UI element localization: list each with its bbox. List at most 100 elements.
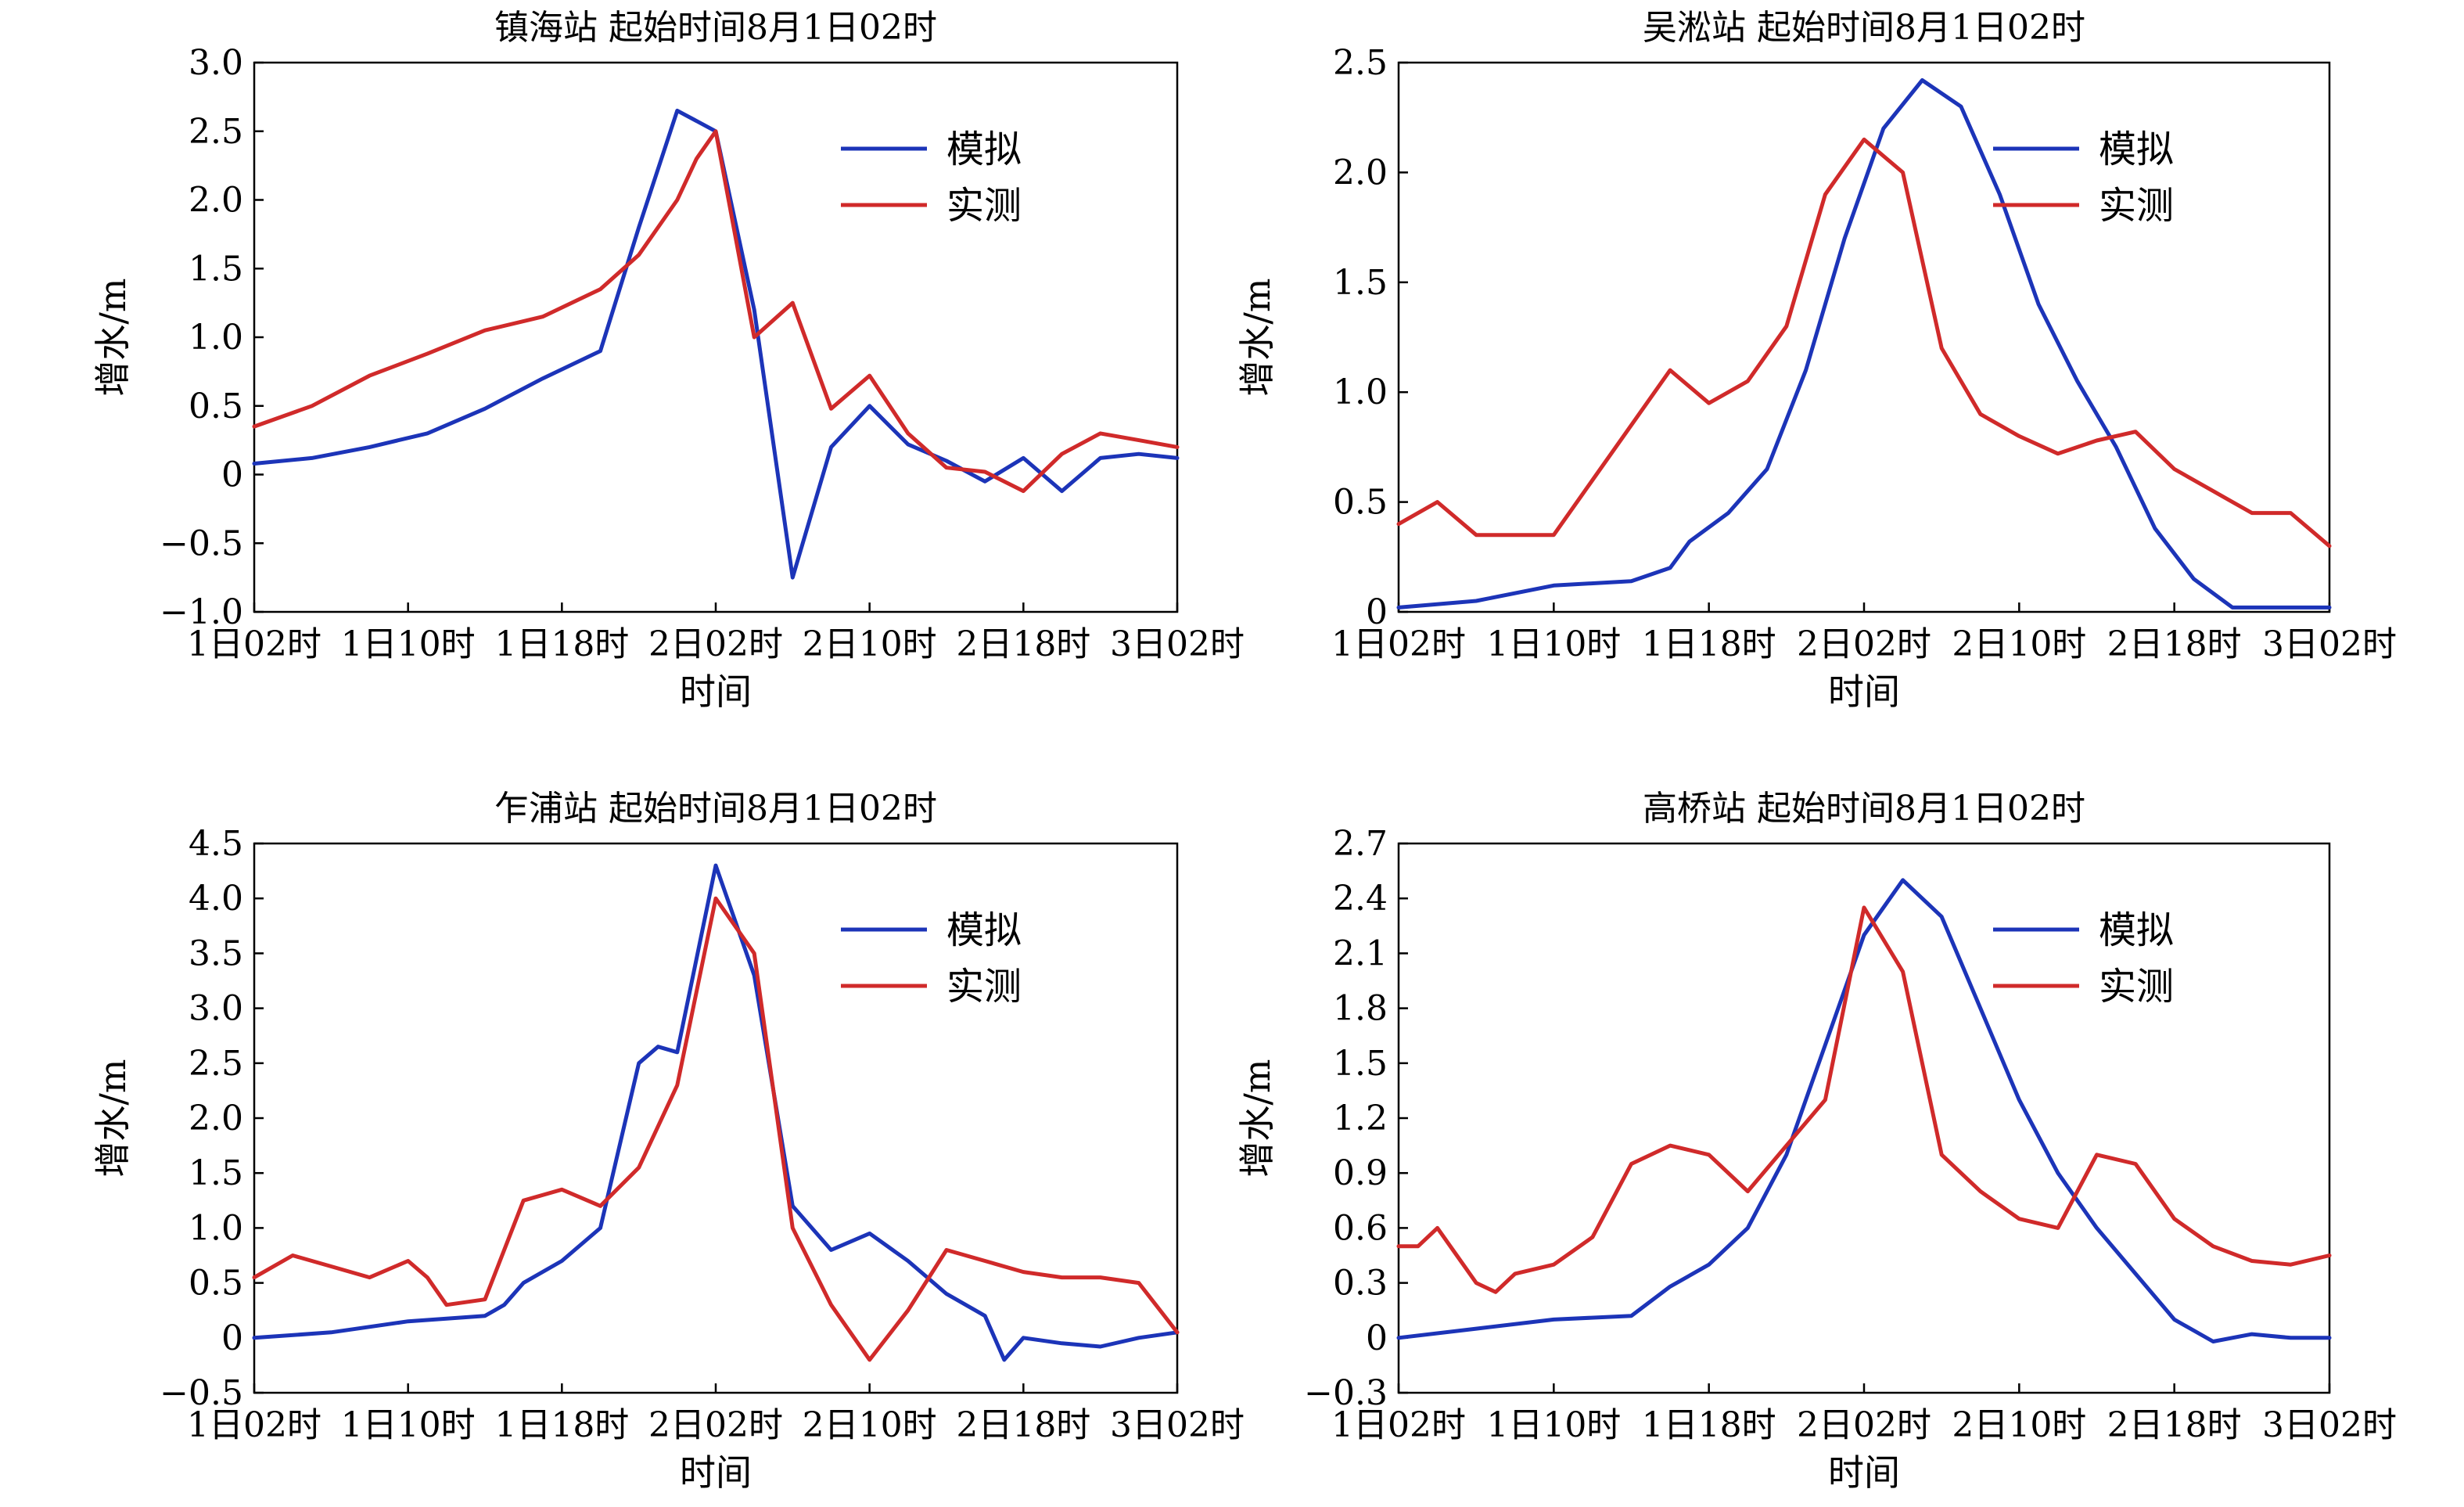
x-axis-label: 时间 xyxy=(1828,671,1900,713)
chart-panel-4: 高桥站 起始时间8月1日02时 2.7 2.4 2.1 1.8 1.5 1.2 0.9 0.6 0… xyxy=(1236,789,2397,1494)
series-line-obs xyxy=(252,896,1180,1362)
y-tick-label: 0 xyxy=(221,455,243,495)
plot-frame xyxy=(253,842,1179,1394)
y-tick-label: 4.5 xyxy=(189,824,243,864)
x-tick-label: 2日10时 xyxy=(803,624,937,664)
y-tick-label: 2.7 xyxy=(1333,824,1388,864)
y-tick-label: 2.5 xyxy=(189,112,243,152)
y-tick-label: 0.6 xyxy=(1333,1208,1388,1248)
chart-panel-1: 镇海站 起始时间8月1日02时 3.0 2.5 2.0 1.5 1.0 0.5 0 −0.5 −1… xyxy=(92,8,1245,713)
legend-label: 实测 xyxy=(2099,965,2174,1009)
x-tick-label: 1日18时 xyxy=(494,1405,629,1445)
x-tick-label: 1日10时 xyxy=(1486,1405,1621,1445)
y-tick-label: 0.5 xyxy=(1333,483,1388,523)
y-tick-label: 1.8 xyxy=(1333,989,1388,1029)
y-tick-label: 3.5 xyxy=(189,933,243,973)
y-tick-label: 0.9 xyxy=(1333,1153,1388,1193)
y-tick-label: 2.5 xyxy=(1333,43,1388,83)
plot-frame xyxy=(253,61,1179,613)
x-tick-label: 2日02时 xyxy=(1797,1405,1931,1445)
y-axis-label: 增水/m xyxy=(92,278,134,396)
y-tick-label: 4.0 xyxy=(189,879,243,919)
y-tick-label: −0.5 xyxy=(160,523,243,563)
y-axis-label: 增水/m xyxy=(1236,1059,1278,1177)
x-tick-label: 2日10时 xyxy=(1952,1405,2086,1445)
y-tick-label: 2.4 xyxy=(1333,879,1388,919)
x-tick-label: 3日02时 xyxy=(2262,624,2397,664)
y-tick-label: 0 xyxy=(1366,592,1388,632)
series-line-obs xyxy=(1396,137,2332,548)
y-tick-label: −0.5 xyxy=(160,1373,243,1413)
x-tick-label: 3日02时 xyxy=(2262,1405,2397,1445)
plot-frame xyxy=(1397,842,2331,1394)
legend-label: 实测 xyxy=(946,184,1022,228)
y-tick-label: 0.5 xyxy=(189,1264,243,1304)
x-tick-label: 1日02时 xyxy=(187,624,321,664)
y-tick-label: 1.5 xyxy=(1333,263,1388,303)
y-tick-label: 0.3 xyxy=(1333,1264,1388,1304)
y-tick-label: 1.0 xyxy=(1333,372,1388,412)
y-tick-label: 2.1 xyxy=(1333,933,1388,973)
x-axis-label: 时间 xyxy=(680,671,752,713)
series-line-obs xyxy=(1396,905,2332,1294)
y-tick-label: 0.5 xyxy=(189,387,243,426)
series-line-sim xyxy=(1396,878,2332,1343)
chart-title: 高桥站 起始时间8月1日02时 xyxy=(1643,789,2085,829)
y-tick-label: −0.3 xyxy=(1304,1373,1388,1413)
y-tick-label: 1.5 xyxy=(189,249,243,289)
legend-label: 模拟 xyxy=(2099,908,2174,952)
legend-label: 实测 xyxy=(946,965,1022,1009)
y-tick-label: −1.0 xyxy=(160,592,243,632)
legend-label: 实测 xyxy=(2099,184,2174,228)
y-tick-label: 2.5 xyxy=(189,1044,243,1084)
y-tick-label: 2.0 xyxy=(189,1099,243,1138)
chart-panel-3: 乍浦站 起始时间8月1日02时 4.5 4.0 3.5 3.0 2.5 2.0 1.5 1.0 0… xyxy=(92,789,1245,1494)
legend-label: 模拟 xyxy=(2099,128,2174,171)
x-tick-label: 2日02时 xyxy=(1797,624,1931,664)
chart-title: 吴淞站 起始时间8月1日02时 xyxy=(1643,8,2085,48)
y-tick-label: 0 xyxy=(1366,1318,1388,1358)
y-tick-label: 1.5 xyxy=(189,1153,243,1193)
x-tick-label: 1日02时 xyxy=(1331,1405,1466,1445)
legend-label: 模拟 xyxy=(946,908,1022,952)
x-tick-label: 2日10时 xyxy=(1952,624,2086,664)
x-tick-label: 3日02时 xyxy=(1110,1405,1245,1445)
x-tick-label: 2日18时 xyxy=(956,1405,1090,1445)
x-tick-label: 1日10时 xyxy=(341,1405,476,1445)
x-tick-label: 1日10时 xyxy=(1486,624,1621,664)
chart-title: 乍浦站 起始时间8月1日02时 xyxy=(494,789,937,829)
y-axis-label: 增水/m xyxy=(1236,278,1278,396)
x-tick-label: 1日02时 xyxy=(187,1405,321,1445)
y-tick-label: 2.0 xyxy=(1333,153,1388,192)
y-tick-label: 1.5 xyxy=(1333,1044,1388,1084)
x-tick-label: 2日18时 xyxy=(2107,1405,2242,1445)
y-axis-label: 增水/m xyxy=(92,1059,134,1177)
x-tick-label: 3日02时 xyxy=(1110,624,1245,664)
x-tick-label: 1日02时 xyxy=(1331,624,1466,664)
x-tick-label: 2日10时 xyxy=(803,1405,937,1445)
y-tick-label: 3.0 xyxy=(189,43,243,83)
x-axis-label: 时间 xyxy=(680,1451,752,1494)
x-tick-label: 2日02时 xyxy=(648,1405,783,1445)
x-tick-label: 1日10时 xyxy=(341,624,476,664)
y-tick-label: 1.2 xyxy=(1333,1099,1388,1138)
series-line-sim xyxy=(1396,78,2332,610)
y-tick-label: 1.0 xyxy=(189,1208,243,1248)
series-line-obs xyxy=(252,129,1180,494)
x-tick-label: 1日18时 xyxy=(1642,1405,1776,1445)
chart-title: 镇海站 起始时间8月1日02时 xyxy=(494,8,937,48)
x-tick-label: 2日02时 xyxy=(648,624,783,664)
plot-frame xyxy=(1397,61,2331,613)
x-axis-label: 时间 xyxy=(1828,1451,1900,1494)
series-line-sim xyxy=(252,108,1180,580)
y-tick-label: 1.0 xyxy=(189,318,243,358)
x-tick-label: 2日18时 xyxy=(2107,624,2242,664)
x-tick-label: 1日18时 xyxy=(494,624,629,664)
y-tick-label: 0 xyxy=(221,1318,243,1358)
legend-label: 模拟 xyxy=(946,128,1022,171)
x-tick-label: 2日18时 xyxy=(956,624,1090,664)
y-tick-label: 3.0 xyxy=(189,989,243,1029)
